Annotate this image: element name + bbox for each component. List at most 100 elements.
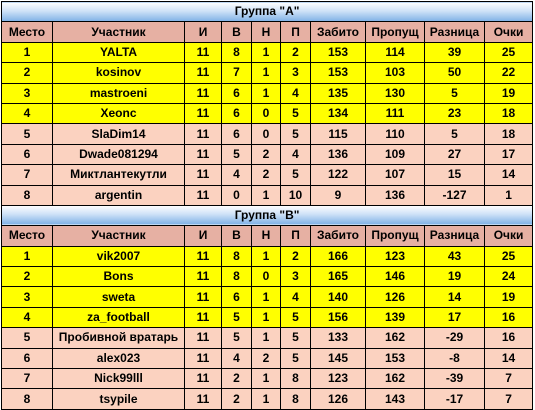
- scored-cell: 134: [310, 102, 366, 125]
- player-cell: za_football: [52, 306, 185, 329]
- scored-cell: 115: [310, 123, 366, 145]
- conceded-cell: 136: [365, 184, 425, 206]
- lost-cell: 3: [280, 62, 311, 84]
- conceded-cell: 126: [365, 286, 425, 308]
- player-cell: Xeonc: [52, 102, 185, 125]
- conceded-cell: 110: [365, 123, 425, 145]
- place-cell: 7: [1, 368, 53, 390]
- lost-cell: 5: [280, 164, 311, 186]
- played-cell: 11: [184, 82, 222, 104]
- won-cell: 8: [221, 41, 252, 64]
- scored-cell: 140: [310, 286, 366, 308]
- diff-cell: 43: [424, 245, 485, 268]
- won-cell: 6: [221, 286, 252, 308]
- lost-cell: 4: [280, 82, 311, 104]
- player-cell: SlaDim14: [52, 123, 185, 145]
- won-cell: 7: [221, 62, 252, 84]
- column-header: Пропущ: [365, 225, 425, 247]
- table-row: 5 SlaDim14 11 6 0 5 115 110 5 18: [1, 123, 534, 145]
- player-cell: vik2007: [52, 245, 185, 268]
- scored-cell: 156: [310, 306, 366, 329]
- conceded-cell: 130: [365, 82, 425, 104]
- table-row: 4 za_football 11 5 1 5 156 139 17 16: [1, 306, 534, 329]
- place-cell: 7: [1, 164, 53, 186]
- group-title-row: Группа "А": [0, 0, 534, 23]
- played-cell: 11: [184, 286, 222, 308]
- played-cell: 11: [184, 41, 222, 64]
- column-header: Разница: [424, 225, 485, 247]
- column-header: Очки: [483, 225, 534, 247]
- diff-cell: -8: [424, 347, 485, 370]
- conceded-cell: 153: [365, 347, 425, 370]
- place-cell: 6: [1, 347, 53, 370]
- column-header: Участник: [52, 225, 185, 247]
- scored-cell: 122: [310, 164, 366, 186]
- won-cell: 4: [221, 164, 252, 186]
- player-cell: kosinov: [52, 62, 185, 84]
- column-header-row: Место Участник И В Н П Забито Пропущ Разница Очки: [1, 21, 534, 43]
- played-cell: 11: [184, 266, 222, 288]
- table-row: 2 kosinov 11 7 1 3 153 103 50 22: [1, 62, 534, 84]
- conceded-cell: 143: [365, 388, 425, 410]
- won-cell: 8: [221, 245, 252, 268]
- points-cell: 1: [483, 184, 534, 206]
- diff-cell: 39: [424, 41, 485, 64]
- place-cell: 3: [1, 82, 53, 104]
- won-cell: 4: [221, 347, 252, 370]
- diff-cell: -17: [424, 388, 485, 410]
- lost-cell: 2: [280, 245, 311, 268]
- played-cell: 11: [184, 388, 222, 410]
- scored-cell: 145: [310, 347, 366, 370]
- drawn-cell: 1: [251, 184, 281, 206]
- place-cell: 8: [1, 184, 53, 206]
- column-header: В: [221, 21, 252, 43]
- points-cell: 7: [483, 368, 534, 390]
- scored-cell: 9: [310, 184, 366, 206]
- drawn-cell: 1: [251, 368, 281, 390]
- diff-cell: -39: [424, 368, 485, 390]
- drawn-cell: 0: [251, 266, 281, 288]
- player-cell: Миктлантекутли: [52, 164, 185, 186]
- drawn-cell: 1: [251, 286, 281, 308]
- scored-cell: 136: [310, 143, 366, 166]
- player-cell: argentin: [52, 184, 185, 206]
- place-cell: 6: [1, 143, 53, 166]
- lost-cell: 4: [280, 286, 311, 308]
- column-header: Очки: [483, 21, 534, 43]
- conceded-cell: 139: [365, 306, 425, 329]
- player-cell: Nick99lll: [52, 368, 185, 390]
- points-cell: 19: [483, 286, 534, 308]
- diff-cell: 5: [424, 123, 485, 145]
- points-cell: 22: [483, 62, 534, 84]
- player-cell: YALTA: [52, 41, 185, 64]
- played-cell: 11: [184, 62, 222, 84]
- conceded-cell: 103: [365, 62, 425, 84]
- column-header: Место: [1, 225, 53, 247]
- column-header: Участник: [52, 21, 185, 43]
- drawn-cell: 2: [251, 164, 281, 186]
- lost-cell: 8: [280, 388, 311, 410]
- won-cell: 6: [221, 123, 252, 145]
- won-cell: 5: [221, 327, 252, 349]
- column-header: Н: [251, 21, 281, 43]
- played-cell: 11: [184, 245, 222, 268]
- place-cell: 4: [1, 306, 53, 329]
- conceded-cell: 109: [365, 143, 425, 166]
- lost-cell: 2: [280, 41, 311, 64]
- player-cell: Пробивной вратарь: [52, 327, 185, 349]
- scored-cell: 133: [310, 327, 366, 349]
- drawn-cell: 1: [251, 41, 281, 64]
- won-cell: 8: [221, 266, 252, 288]
- points-cell: 18: [483, 123, 534, 145]
- place-cell: 5: [1, 123, 53, 145]
- player-cell: sweta: [52, 286, 185, 308]
- column-header: Разница: [424, 21, 485, 43]
- group-title: Группа "В": [0, 204, 534, 227]
- lost-cell: 5: [280, 306, 311, 329]
- played-cell: 11: [184, 184, 222, 206]
- lost-cell: 5: [280, 102, 311, 125]
- player-cell: tsypile: [52, 388, 185, 410]
- played-cell: 11: [184, 143, 222, 166]
- place-cell: 2: [1, 266, 53, 288]
